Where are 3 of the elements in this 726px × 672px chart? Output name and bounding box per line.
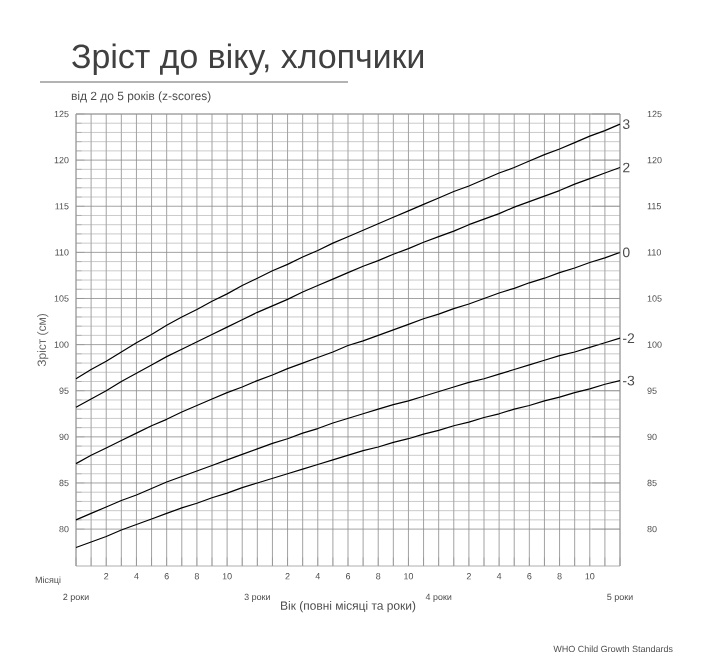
line-series (75, 123, 621, 380)
chart-title: Зріст до віку, хлопчики (72, 43, 424, 76)
line-series (75, 251, 621, 465)
